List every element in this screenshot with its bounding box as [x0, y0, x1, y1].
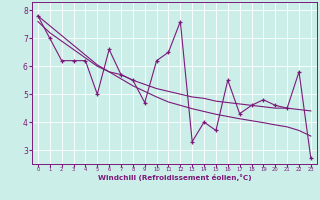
X-axis label: Windchill (Refroidissement éolien,°C): Windchill (Refroidissement éolien,°C): [98, 174, 251, 181]
